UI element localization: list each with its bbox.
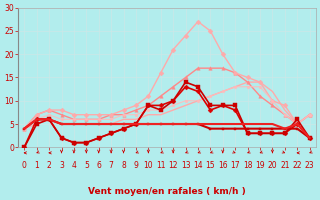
X-axis label: Vent moyen/en rafales ( km/h ): Vent moyen/en rafales ( km/h ) bbox=[88, 187, 246, 196]
